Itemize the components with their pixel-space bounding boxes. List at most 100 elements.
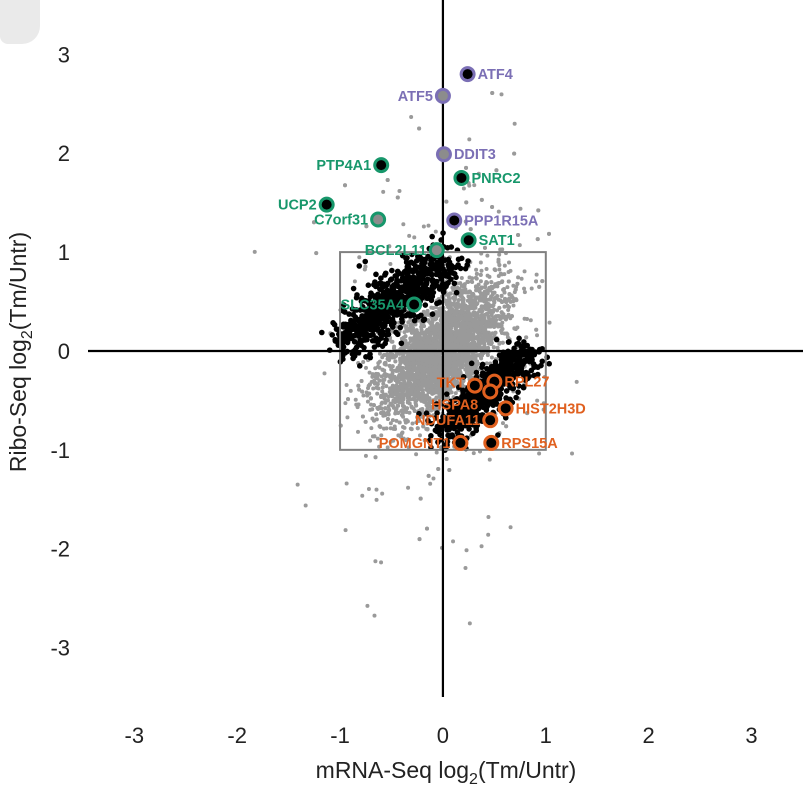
- background-point: [477, 308, 482, 313]
- background-point: [401, 358, 406, 363]
- background-point: [416, 361, 421, 366]
- background-point: [388, 351, 393, 356]
- background-point: [400, 366, 405, 371]
- background-point: [501, 312, 506, 317]
- background-point: [515, 281, 520, 286]
- background-point: [444, 199, 449, 204]
- background-point: [425, 308, 430, 313]
- background-point: [356, 429, 361, 434]
- background-point: [524, 335, 529, 340]
- background-point: [388, 261, 393, 266]
- background-point: [418, 344, 423, 349]
- background-point: [400, 403, 405, 408]
- background-point: [534, 272, 539, 277]
- background-point: [383, 400, 388, 405]
- significant-point: [474, 422, 481, 429]
- background-point: [314, 251, 319, 256]
- background-point: [424, 368, 429, 373]
- background-point: [356, 402, 361, 407]
- background-point: [466, 368, 471, 373]
- background-point: [507, 260, 512, 265]
- background-point: [494, 168, 499, 173]
- background-point: [387, 338, 392, 343]
- background-point: [460, 302, 465, 307]
- background-point: [380, 367, 385, 372]
- background-point: [416, 389, 421, 394]
- background-point: [453, 391, 458, 396]
- background-point: [380, 400, 385, 405]
- significant-point: [458, 255, 465, 262]
- background-point: [541, 407, 546, 412]
- significant-point: [446, 259, 453, 266]
- background-point: [447, 315, 452, 320]
- background-point: [370, 407, 375, 412]
- background-point: [409, 404, 414, 409]
- background-point: [457, 287, 462, 292]
- background-point: [427, 358, 432, 363]
- background-point: [522, 286, 527, 291]
- significant-point: [429, 311, 436, 317]
- background-point: [487, 337, 492, 342]
- background-point: [506, 308, 511, 313]
- background-point: [473, 284, 478, 289]
- background-point: [502, 272, 507, 277]
- background-point: [406, 326, 411, 331]
- background-point: [393, 378, 398, 383]
- background-point: [376, 361, 381, 366]
- background-point: [399, 336, 404, 341]
- background-point: [496, 259, 501, 264]
- significant-point: [454, 396, 460, 402]
- background-point: [360, 493, 365, 498]
- background-point: [492, 323, 497, 328]
- background-point: [372, 381, 377, 386]
- background-point: [403, 334, 408, 339]
- background-point: [429, 406, 434, 411]
- background-point: [465, 279, 470, 284]
- background-point: [410, 386, 415, 391]
- background-point: [540, 279, 545, 284]
- background-point: [483, 294, 488, 299]
- background-point: [392, 424, 397, 429]
- background-point: [391, 384, 396, 389]
- background-point: [471, 306, 476, 311]
- significant-point: [503, 388, 510, 394]
- background-point: [431, 338, 436, 343]
- background-point: [426, 390, 431, 395]
- significant-point: [363, 354, 369, 360]
- significant-point: [361, 344, 367, 351]
- background-point: [374, 385, 379, 390]
- background-point: [449, 337, 454, 342]
- background-point: [425, 352, 430, 357]
- background-point: [303, 503, 308, 508]
- background-point: [401, 384, 406, 389]
- background-point: [415, 375, 420, 380]
- background-point: [443, 353, 448, 358]
- background-point: [456, 336, 461, 341]
- background-point: [414, 385, 419, 390]
- background-point: [436, 310, 441, 315]
- background-point: [444, 456, 449, 461]
- background-point: [427, 344, 432, 349]
- background-point: [525, 411, 530, 416]
- background-point: [377, 378, 382, 383]
- background-point: [438, 318, 443, 323]
- background-point: [383, 360, 388, 365]
- background-point: [444, 315, 449, 320]
- background-point: [344, 382, 349, 387]
- background-point: [370, 374, 375, 379]
- background-point: [459, 314, 464, 319]
- background-point: [570, 451, 575, 456]
- background-point: [404, 409, 409, 414]
- background-point: [415, 426, 420, 431]
- background-point: [399, 400, 404, 405]
- background-point: [424, 387, 429, 392]
- background-point: [393, 368, 398, 373]
- background-point: [435, 335, 440, 340]
- background-point: [471, 293, 476, 298]
- background-point: [499, 92, 504, 97]
- background-point: [451, 364, 456, 369]
- background-point: [472, 344, 477, 349]
- background-point: [381, 189, 386, 194]
- background-point: [344, 481, 349, 486]
- background-point: [485, 273, 490, 278]
